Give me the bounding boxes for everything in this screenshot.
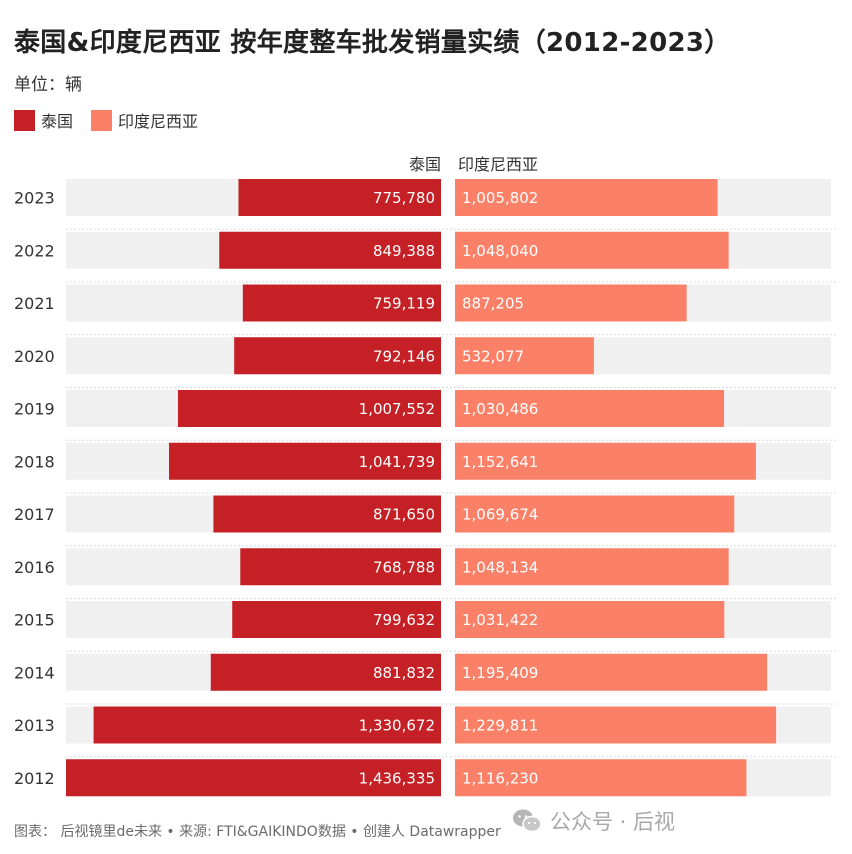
bar-thailand <box>93 706 442 744</box>
bar-thailand <box>219 231 441 269</box>
bar-indonesia <box>455 179 718 216</box>
bar-indonesia <box>455 601 725 638</box>
value-label-indonesia: 887,205 <box>462 295 524 313</box>
year-label: 2017 <box>14 505 55 524</box>
bar-thailand <box>240 548 441 586</box>
value-label-indonesia: 1,116,230 <box>462 769 538 787</box>
value-label-thailand: 1,041,739 <box>359 453 435 471</box>
chart-footer: 图表： 后视镜里de未来 • 来源: FTI&GAIKINDO数据 • 创建人 … <box>14 824 501 840</box>
value-label-thailand: 871,650 <box>373 506 435 524</box>
bar-indonesia <box>455 337 594 375</box>
bar-indonesia <box>455 231 729 269</box>
value-label-thailand: 759,119 <box>373 295 435 313</box>
year-label: 2022 <box>14 241 55 260</box>
value-label-thailand: 775,780 <box>373 189 435 207</box>
year-label: 2015 <box>14 611 55 630</box>
value-label-thailand: 1,007,552 <box>359 400 435 418</box>
year-label: 2014 <box>14 663 55 682</box>
value-label-thailand: 849,388 <box>373 242 435 260</box>
value-label-indonesia: 1,069,674 <box>462 506 538 524</box>
value-label-thailand: 1,436,335 <box>359 769 435 787</box>
bar-indonesia <box>455 495 735 533</box>
bar-thailand <box>213 495 441 533</box>
bar-indonesia <box>455 759 747 797</box>
bar-indonesia <box>455 548 729 586</box>
watermark: 公众号 · 后视 <box>512 806 675 836</box>
year-label: 2023 <box>14 189 55 208</box>
bar-thailand <box>238 179 441 216</box>
unit-label: 单位：辆 <box>14 75 82 95</box>
bar-thailand <box>177 390 442 427</box>
column-header-indonesia: 印度尼西亚 <box>458 155 539 174</box>
year-label: 2018 <box>14 452 55 471</box>
value-label-indonesia: 1,005,802 <box>462 189 538 207</box>
bar-thailand <box>234 337 441 375</box>
value-label-indonesia: 1,195,409 <box>462 664 538 682</box>
value-label-thailand: 1,330,672 <box>359 717 435 735</box>
value-label-indonesia: 532,077 <box>462 347 524 365</box>
value-label-indonesia: 1,229,811 <box>462 717 538 735</box>
value-label-indonesia: 1,048,134 <box>462 558 538 576</box>
bar-thailand <box>232 601 441 638</box>
value-label-thailand: 792,146 <box>373 347 435 365</box>
bar-thailand <box>210 653 441 691</box>
bar-thailand <box>169 442 441 480</box>
value-label-indonesia: 1,030,486 <box>462 400 538 418</box>
legend-label-indonesia: 印度尼西亚 <box>118 112 199 131</box>
year-label: 2021 <box>14 294 55 313</box>
year-label: 2016 <box>14 558 55 577</box>
legend-item-indonesia: 印度尼西亚 <box>91 108 198 132</box>
legend-swatch-indonesia <box>91 109 113 131</box>
value-label-thailand: 768,788 <box>373 558 435 576</box>
column-header-thailand: 泰国 <box>408 155 441 174</box>
value-label-thailand: 799,632 <box>373 611 435 629</box>
watermark-text: 公众号 · 后视 <box>550 810 676 834</box>
bar-indonesia <box>455 284 687 322</box>
year-label: 2013 <box>14 716 55 735</box>
value-label-indonesia: 1,048,040 <box>462 242 538 260</box>
year-label: 2020 <box>14 347 55 366</box>
bar-indonesia <box>455 390 725 427</box>
legend: 泰国 印度尼西亚 <box>14 108 216 132</box>
bar-indonesia <box>455 706 777 744</box>
year-label: 2019 <box>14 400 55 419</box>
bar-indonesia <box>455 442 756 480</box>
legend-swatch-thailand <box>14 109 35 131</box>
value-label-indonesia: 1,152,641 <box>462 453 538 471</box>
wechat-icon <box>513 809 542 833</box>
bar-thailand <box>66 759 441 797</box>
year-label: 2012 <box>14 769 55 788</box>
bar-thailand <box>242 284 441 322</box>
value-label-indonesia: 1,031,422 <box>462 611 538 629</box>
bar-indonesia <box>455 653 768 691</box>
legend-label-thailand: 泰国 <box>41 112 74 131</box>
chart-title: 泰国&印度尼西亚 按年度整车批发销量实绩（2012-2023） <box>14 28 731 58</box>
value-label-thailand: 881,832 <box>373 664 435 682</box>
legend-item-thailand: 泰国 <box>14 108 73 132</box>
